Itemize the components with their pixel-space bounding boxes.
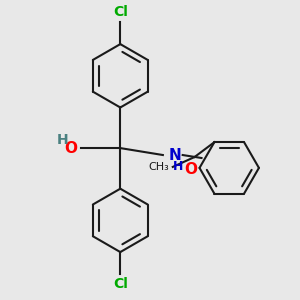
Text: CH₃: CH₃ xyxy=(148,162,169,172)
Text: Cl: Cl xyxy=(113,277,128,291)
Text: O: O xyxy=(65,141,78,156)
Text: N: N xyxy=(168,148,181,163)
Text: H: H xyxy=(172,160,183,173)
Text: H: H xyxy=(57,133,69,147)
Text: Cl: Cl xyxy=(113,5,128,20)
Text: O: O xyxy=(184,162,197,177)
